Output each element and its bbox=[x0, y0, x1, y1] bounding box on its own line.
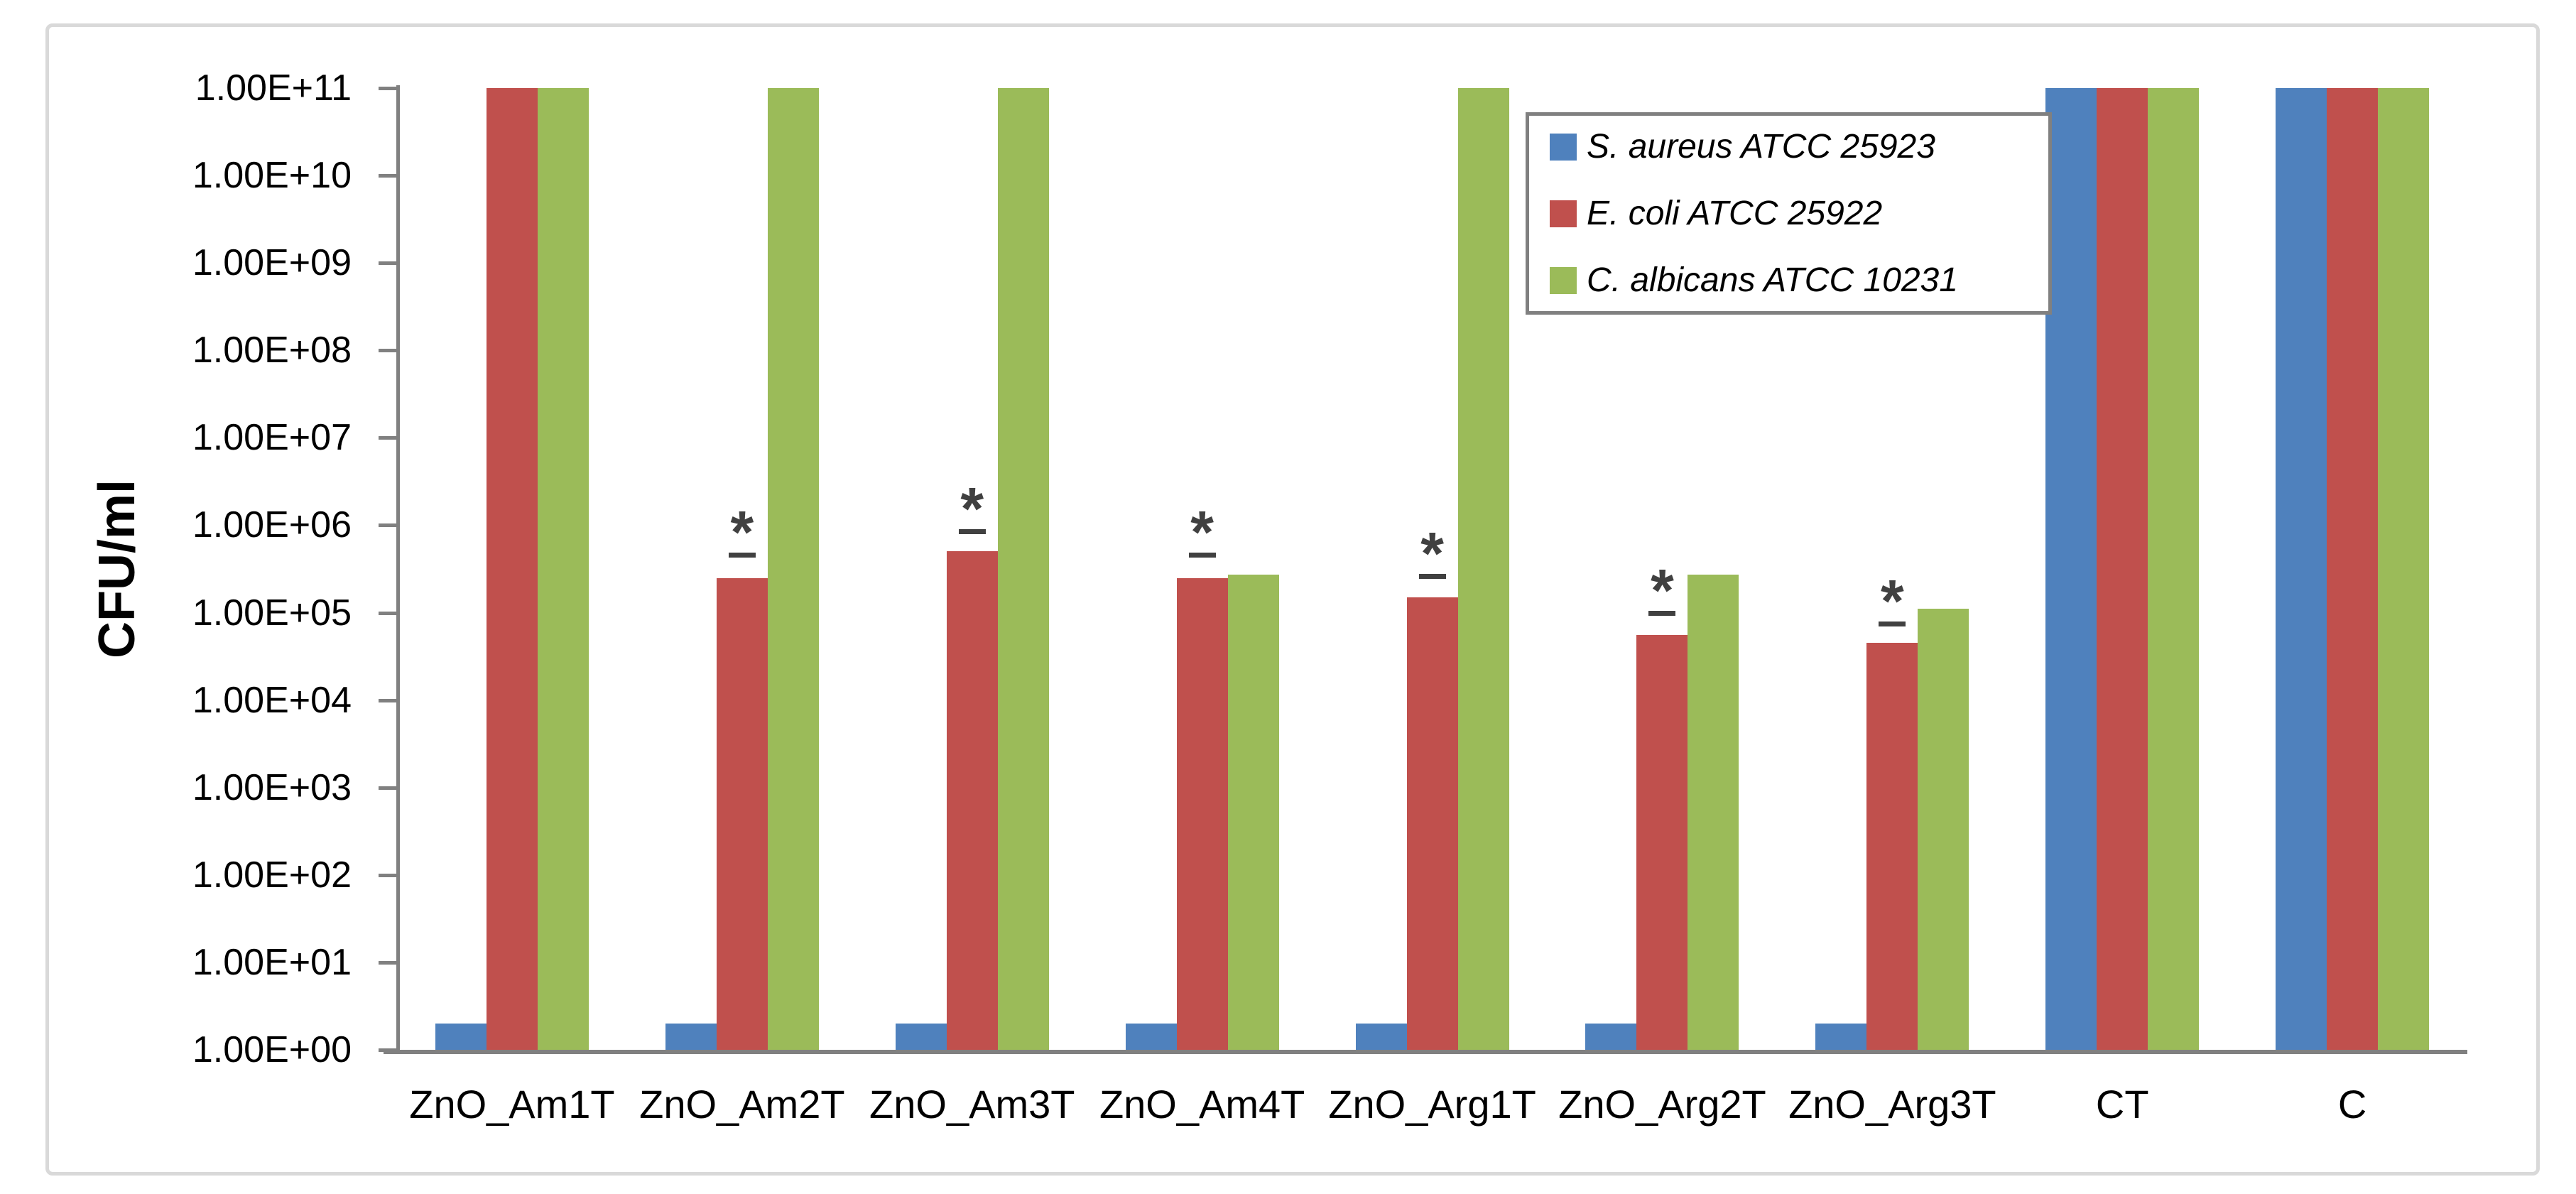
bar-c-ZnO_Am3T bbox=[997, 87, 1049, 1050]
bar-c-ZnO_Arg1T bbox=[1457, 87, 1509, 1050]
bar-c-C bbox=[2378, 87, 2430, 1050]
error-cap bbox=[728, 552, 756, 558]
legend: S. aureus ATCC 25923 E. coli ATCC 25922 … bbox=[1526, 112, 2052, 315]
bar-c-ZnO_Am4T bbox=[1227, 575, 1279, 1050]
bar-s-ZnO_Am4T bbox=[1125, 1023, 1177, 1050]
bar-s-C bbox=[2276, 87, 2327, 1050]
bar-s-ZnO_Am1T bbox=[435, 1023, 487, 1050]
significance-asterisk: * bbox=[960, 475, 984, 543]
y-tick-mark bbox=[379, 436, 397, 440]
bar-c-CT bbox=[2148, 87, 2200, 1050]
bar-e-ZnO_Am4T bbox=[1176, 577, 1228, 1050]
y-axis-title: CFU/ml bbox=[89, 479, 146, 658]
x-axis-label: ZnO_Arg2T bbox=[1558, 1082, 1766, 1127]
bar-e-ZnO_Arg1T bbox=[1406, 597, 1458, 1050]
y-axis-line bbox=[396, 85, 400, 1054]
error-cap bbox=[958, 529, 986, 535]
legend-item: C. albicans ATCC 10231 bbox=[1550, 261, 2041, 300]
bar-s-ZnO_Am2T bbox=[665, 1023, 717, 1050]
bar-s-ZnO_Arg2T bbox=[1585, 1023, 1637, 1050]
significance-asterisk: * bbox=[730, 498, 754, 565]
y-tick-mark bbox=[379, 960, 397, 965]
bar-c-ZnO_Am1T bbox=[537, 87, 589, 1050]
y-tick-label: 1.00E+00 bbox=[192, 1029, 352, 1070]
chart-figure-frame: CFU/ml 1.00E+00 1.00E+01 1.00E+02 1.00E+03 1… bbox=[45, 23, 2540, 1176]
legend-swatch-blue bbox=[1550, 133, 1577, 161]
significance-asterisk: * bbox=[1190, 498, 1214, 565]
bar-e-C bbox=[2327, 87, 2379, 1050]
bar-e-ZnO_Am1T bbox=[486, 87, 538, 1050]
significance-asterisk: * bbox=[1880, 567, 1904, 634]
x-axis-label: ZnO_Arg1T bbox=[1328, 1082, 1536, 1127]
y-tick-mark bbox=[379, 86, 397, 90]
legend-label: E. coli ATCC 25922 bbox=[1587, 195, 1883, 232]
y-tick-label: 1.00E+10 bbox=[192, 155, 352, 196]
bar-e-ZnO_Am3T bbox=[946, 551, 998, 1050]
bar-c-ZnO_Am2T bbox=[767, 87, 819, 1050]
y-tick-mark bbox=[379, 174, 397, 178]
bar-e-ZnO_Arg2T bbox=[1636, 635, 1688, 1050]
legend-label: C. albicans ATCC 10231 bbox=[1587, 261, 1958, 299]
y-tick-label: 1.00E+08 bbox=[192, 330, 352, 371]
bar-e-ZnO_Am2T bbox=[716, 577, 768, 1050]
y-tick-mark bbox=[379, 698, 397, 702]
bar-c-ZnO_Arg2T bbox=[1688, 575, 1739, 1050]
legend-item: S. aureus ATCC 25923 bbox=[1550, 127, 2041, 166]
bar-e-CT bbox=[2097, 87, 2148, 1050]
error-cap bbox=[1879, 621, 1906, 626]
legend-item: E. coli ATCC 25922 bbox=[1550, 194, 2041, 233]
y-tick-label: 1.00E+02 bbox=[192, 854, 352, 896]
x-axis-label: C bbox=[2337, 1082, 2367, 1127]
error-cap bbox=[1648, 610, 1676, 616]
bar-chart: CFU/ml 1.00E+00 1.00E+01 1.00E+02 1.00E+03 1… bbox=[4, 4, 2576, 1194]
significance-asterisk: * bbox=[1420, 520, 1444, 587]
x-axis-label: ZnO_Arg3T bbox=[1788, 1082, 1996, 1127]
legend-label: S. aureus ATCC 25923 bbox=[1587, 128, 1935, 165]
x-axis-line bbox=[384, 1050, 2468, 1054]
x-axis-label: ZnO_Am3T bbox=[869, 1082, 1075, 1127]
bar-s-CT bbox=[2045, 87, 2097, 1050]
x-axis-label: CT bbox=[2095, 1082, 2149, 1127]
y-tick-mark bbox=[379, 611, 397, 615]
bar-c-ZnO_Arg3T bbox=[1918, 609, 1969, 1050]
error-cap bbox=[1188, 552, 1216, 558]
bar-e-ZnO_Arg3T bbox=[1866, 643, 1918, 1050]
x-axis-label: ZnO_Am1T bbox=[409, 1082, 615, 1127]
y-tick-mark bbox=[379, 261, 397, 266]
y-tick-label: 1.00E+07 bbox=[192, 417, 352, 459]
y-tick-label: 1.00E+06 bbox=[192, 504, 352, 546]
y-tick-mark bbox=[379, 523, 397, 528]
significance-asterisk: * bbox=[1651, 556, 1674, 624]
legend-swatch-red bbox=[1550, 200, 1577, 227]
bar-s-ZnO_Am3T bbox=[895, 1023, 947, 1050]
y-tick-label: 1.00E+01 bbox=[192, 941, 352, 983]
y-tick-mark bbox=[379, 349, 397, 353]
y-tick-mark bbox=[379, 873, 397, 877]
x-axis-label: ZnO_Am2T bbox=[639, 1082, 845, 1127]
y-tick-label: 1.00E+09 bbox=[192, 242, 352, 284]
y-tick-mark bbox=[379, 786, 397, 790]
y-tick-label: 1.00E+04 bbox=[192, 679, 352, 721]
y-tick-label: 1.00E+05 bbox=[192, 592, 352, 634]
legend-swatch-green bbox=[1550, 266, 1577, 294]
bar-s-ZnO_Arg3T bbox=[1815, 1023, 1867, 1050]
x-axis-label: ZnO_Am4T bbox=[1099, 1082, 1305, 1127]
error-cap bbox=[1418, 574, 1446, 580]
y-tick-label: 1.00E+11 bbox=[195, 67, 352, 109]
bar-s-ZnO_Arg1T bbox=[1355, 1023, 1407, 1050]
y-tick-label: 1.00E+03 bbox=[192, 766, 352, 808]
